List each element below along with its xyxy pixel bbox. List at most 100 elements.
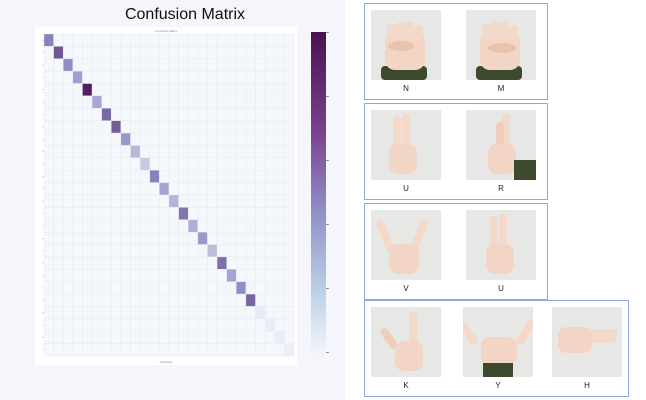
matrix-cell	[216, 182, 227, 196]
matrix-cell	[188, 194, 199, 208]
matrix-cell	[53, 145, 64, 159]
matrix-cell	[226, 207, 237, 220]
matrix-cell	[91, 145, 102, 159]
matrix-cell	[101, 145, 112, 159]
matrix-cell	[207, 157, 218, 171]
matrix-cell	[159, 306, 170, 320]
matrix-cell	[91, 58, 102, 72]
matrix-cell	[130, 182, 141, 196]
matrix-cell	[207, 132, 218, 146]
matrix-cell	[130, 207, 141, 220]
matrix-cell	[274, 83, 285, 97]
matrix-cell	[284, 182, 295, 196]
matrix-cell	[226, 231, 237, 245]
matrix-cell	[149, 256, 160, 270]
matrix-cell	[216, 132, 227, 146]
matrix-cell	[63, 318, 74, 332]
matrix-cell	[284, 331, 295, 344]
matrix-cell	[130, 256, 141, 270]
matrix-cell	[207, 318, 218, 332]
matrix-cell	[53, 58, 64, 72]
letter-label-m: M	[497, 84, 505, 93]
matrix-cell	[274, 343, 285, 357]
matrix-cell	[101, 207, 112, 220]
matrix-cell	[264, 132, 275, 146]
matrix-cell	[53, 33, 64, 47]
matrix-cell	[120, 46, 131, 59]
matrix-cell	[82, 256, 93, 270]
matrix-cell	[72, 306, 83, 320]
matrix-cell-diagonal	[120, 132, 131, 146]
matrix-cell	[139, 132, 150, 146]
matrix-cell-diagonal	[53, 46, 64, 59]
matrix-cell	[274, 219, 285, 233]
matrix-cell	[264, 108, 275, 121]
hand-group-kyh: K Y H	[364, 300, 629, 397]
matrix-cell	[274, 132, 285, 146]
matrix-cell	[178, 70, 189, 84]
matrix-cell	[159, 83, 170, 97]
matrix-cell	[226, 83, 237, 97]
matrix-cell	[284, 306, 295, 320]
matrix-cell	[159, 194, 170, 208]
matrix-cell	[82, 46, 93, 59]
matrix-cell	[274, 231, 285, 245]
matrix-cell	[264, 281, 275, 295]
matrix-cell	[101, 95, 112, 109]
matrix-cell	[82, 207, 93, 220]
matrix-cell	[274, 194, 285, 208]
matrix-cell	[236, 145, 247, 159]
matrix-cell	[274, 306, 285, 320]
matrix-cell	[111, 306, 122, 320]
matrix-cell	[207, 83, 218, 97]
matrix-cell	[245, 207, 256, 220]
matrix-cell	[139, 170, 150, 183]
matrix-cell	[130, 83, 141, 97]
matrix-cell	[188, 157, 199, 171]
matrix-cell	[111, 281, 122, 295]
matrix-cell	[197, 170, 208, 183]
matrix-cell	[236, 58, 247, 72]
matrix-cell	[63, 343, 74, 357]
matrix-cell	[236, 331, 247, 344]
matrix-cell	[120, 219, 131, 233]
matrix-cell	[91, 108, 102, 121]
matrix-cell	[101, 33, 112, 47]
matrix-cell	[274, 70, 285, 84]
matrix-cell	[178, 83, 189, 97]
matrix-cell	[197, 120, 208, 134]
matrix-cell	[188, 331, 199, 344]
matrix-cell	[159, 132, 170, 146]
matrix-cell	[63, 231, 74, 245]
matrix-cell	[188, 256, 199, 270]
matrix-cell	[159, 170, 170, 183]
matrix-cell	[207, 343, 218, 357]
matrix-cell	[216, 157, 227, 171]
matrix-cell	[188, 293, 199, 307]
matrix-cell	[82, 157, 93, 171]
matrix-cell	[216, 95, 227, 109]
matrix-cell	[139, 58, 150, 72]
confusion-matrix-svg: Confusion Matrix Predicted	[42, 29, 295, 364]
matrix-cell	[236, 244, 247, 258]
matrix-cell	[43, 318, 54, 332]
matrix-cell	[130, 281, 141, 295]
matrix-cell	[53, 207, 64, 220]
letter-label-r: R	[498, 184, 504, 193]
matrix-cell	[264, 170, 275, 183]
left-figure-area: Confusion Matrix Confusion Matrix Predic…	[0, 0, 345, 400]
matrix-cell	[255, 331, 266, 344]
matrix-cell	[245, 219, 256, 233]
matrix-cell	[197, 343, 208, 357]
matrix-cell	[264, 331, 275, 344]
matrix-cell	[63, 120, 74, 134]
matrix-cell	[236, 170, 247, 183]
matrix-cell	[53, 331, 64, 344]
matrix-cell	[264, 269, 275, 282]
matrix-cell	[53, 157, 64, 171]
matrix-cell	[226, 157, 237, 171]
matrix-cell	[284, 256, 295, 270]
letter-label-u-2: U	[498, 284, 504, 293]
matrix-cell	[130, 120, 141, 134]
matrix-cell	[236, 256, 247, 270]
